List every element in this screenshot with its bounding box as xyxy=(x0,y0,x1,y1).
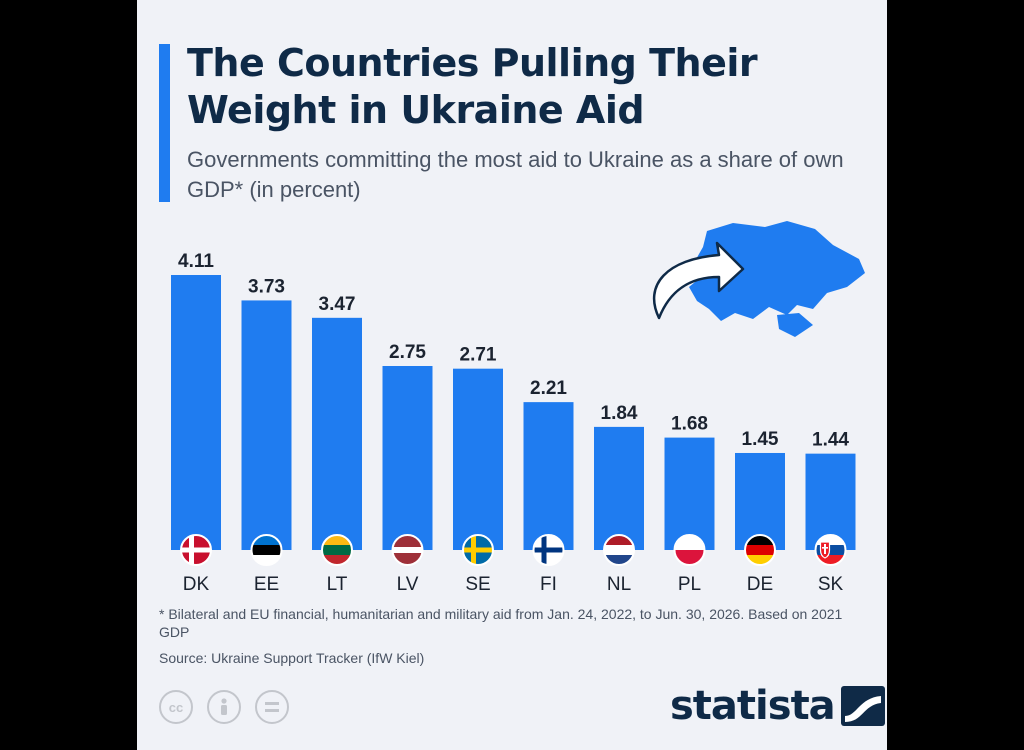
category-label: SK xyxy=(818,574,844,595)
category-label: LT xyxy=(327,574,348,595)
category-label: SE xyxy=(465,574,490,595)
category-label: DK xyxy=(183,574,210,595)
bar-value-label: 1.68 xyxy=(671,414,708,435)
flag-border xyxy=(603,534,635,566)
flag-border xyxy=(744,534,776,566)
statista-wordmark: statista xyxy=(670,683,836,729)
bar-value-label: 1.84 xyxy=(601,403,638,424)
bar xyxy=(594,426,644,550)
category-label: LV xyxy=(397,574,419,595)
bar xyxy=(382,365,433,550)
attribution-icon xyxy=(207,690,241,724)
flag-border xyxy=(391,534,424,566)
category-label: FI xyxy=(540,574,557,595)
bar-value-label: 2.75 xyxy=(389,342,426,363)
flag-border xyxy=(814,534,847,566)
flag-border xyxy=(673,534,706,566)
flag-border xyxy=(462,534,494,566)
bar-value-label: 3.73 xyxy=(248,276,285,297)
flag-border xyxy=(180,534,212,566)
bar-value-label: 4.11 xyxy=(178,251,214,272)
bar-chart: 4.11 DK 3.73 EE 3.47 LT 2.75 LV 2.71 SE 2.21 FI 1.84… xyxy=(171,251,856,595)
chart-subtitle: Governments committing the most aid to U… xyxy=(187,147,844,202)
flag-border xyxy=(321,534,353,566)
bar xyxy=(312,317,362,550)
category-label: DE xyxy=(747,574,773,595)
source-text: Source: Ukraine Support Tracker (IfW Kie… xyxy=(159,650,425,666)
bar-value-label: 1.45 xyxy=(742,429,779,450)
title-accent-bar xyxy=(159,44,170,202)
bar xyxy=(523,402,574,550)
bar xyxy=(664,437,715,550)
no-derivatives-icon xyxy=(255,690,289,724)
bar xyxy=(171,275,221,550)
poland-flag-icon xyxy=(674,535,705,565)
ukraine-map-shape xyxy=(689,221,865,337)
bar xyxy=(453,368,503,550)
category-label: NL xyxy=(607,574,631,595)
bar-value-label: 3.47 xyxy=(319,294,356,315)
category-label: EE xyxy=(254,574,279,595)
infographic-card: The Countries Pulling Their Weight in Uk… xyxy=(137,0,887,750)
bar-value-label: 2.21 xyxy=(530,378,567,399)
statista-mark-icon xyxy=(840,686,885,726)
bar-value-label: 2.71 xyxy=(460,345,497,366)
lithuania-flag-icon xyxy=(322,535,352,565)
netherlands-flag-icon xyxy=(604,535,634,565)
bar xyxy=(735,452,785,550)
curved-arrow-icon xyxy=(653,241,745,320)
flag-border xyxy=(532,534,565,566)
category-label: PL xyxy=(678,574,701,595)
creative-commons-icon: cc xyxy=(159,690,193,724)
germany-flag-icon xyxy=(745,535,775,565)
statista-logo[interactable]: statista xyxy=(670,683,885,729)
flag-border xyxy=(250,534,283,566)
bar xyxy=(805,453,856,550)
ukraine-map-icon xyxy=(653,221,865,337)
estonia-flag-icon xyxy=(251,535,282,565)
slovakia-flag-icon xyxy=(815,535,846,565)
footnote: * Bilateral and EU financial, humanitari… xyxy=(159,606,843,640)
equals-glyph xyxy=(265,702,279,712)
chart-title: The Countries Pulling Their Weight in Uk… xyxy=(187,41,758,132)
bar xyxy=(241,300,292,550)
person-glyph xyxy=(221,698,227,715)
bar-value-label: 1.44 xyxy=(812,430,849,451)
